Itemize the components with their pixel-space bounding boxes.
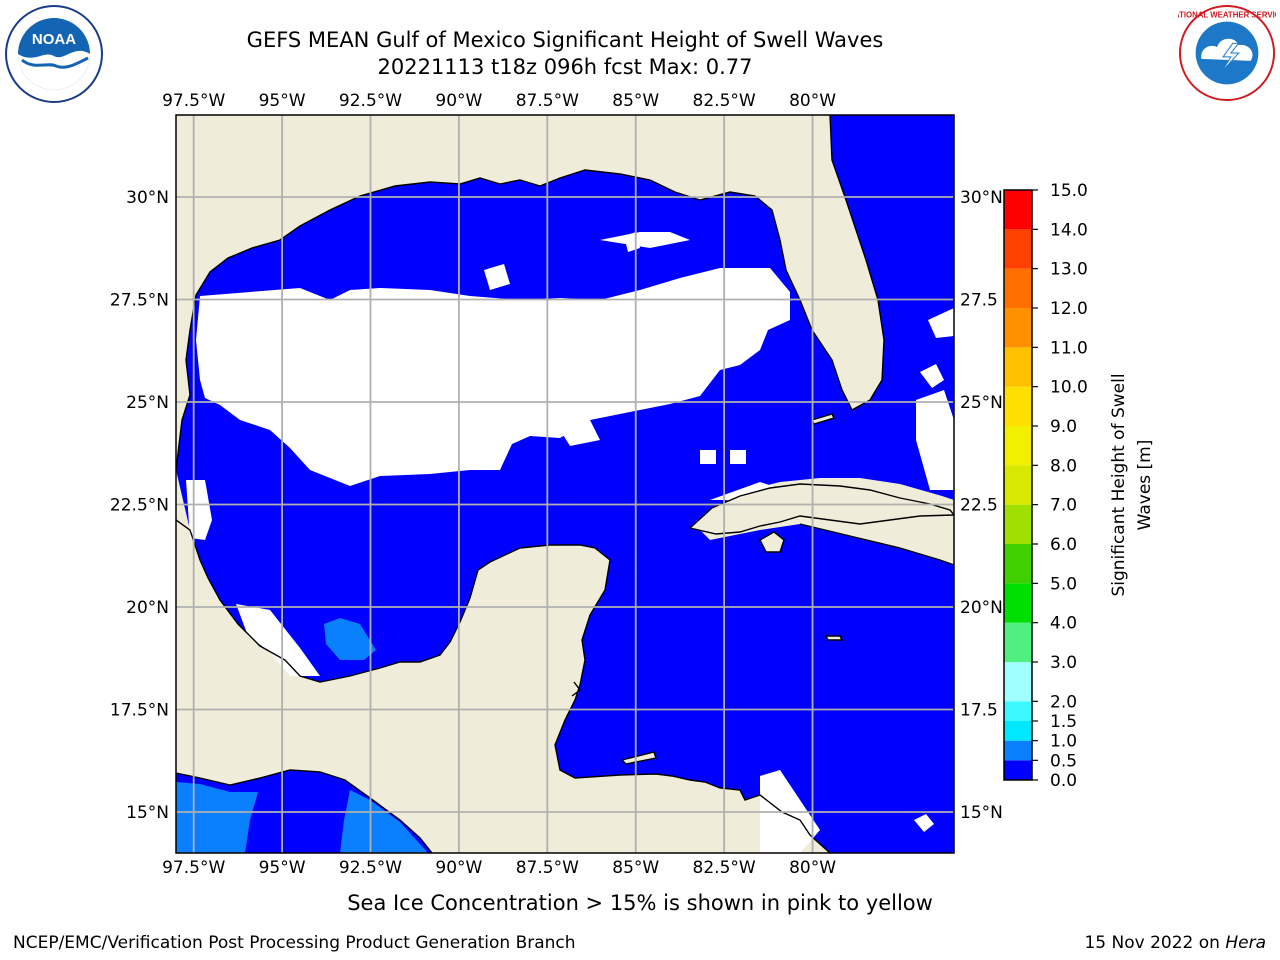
colorbar-tick-label: 12.0 <box>1050 299 1088 319</box>
lat-tick-label: 27.5°N <box>110 291 169 311</box>
colorbar-segment <box>1004 701 1032 721</box>
footer-host: Hera <box>1225 933 1266 953</box>
noaa-logo-text: NOAA <box>32 31 76 48</box>
lon-tick-label: 97.5°W <box>162 858 225 878</box>
colorbar-tick-label: 11.0 <box>1050 338 1088 358</box>
no-data-patches <box>186 232 954 853</box>
map-title: GEFS MEAN Gulf of Mexico Significant Hei… <box>246 28 884 52</box>
colorbar-tick-label: 1.5 <box>1050 712 1077 732</box>
land-florida-keys <box>812 414 834 424</box>
colorbar-segment <box>1004 190 1032 230</box>
colorbar-tick-label: 6.0 <box>1050 535 1077 555</box>
lat-tick-label: 30°N <box>960 188 1003 208</box>
lat-ticks-left: 30°N 27.5°N 25°N 22.5°N 20°N 17.5°N 15°N <box>110 188 169 823</box>
lon-tick-label: 92.5°W <box>339 858 402 878</box>
map-subtitle: 20221113 t18z 096h fcst Max: 0.77 <box>377 55 753 79</box>
lat-tick-label: 25°N <box>960 393 1003 413</box>
colorbar-segment <box>1004 268 1032 308</box>
sea-ice-caption: Sea Ice Concentration > 15% is shown in … <box>347 891 933 915</box>
colorbar-tick-label: 13.0 <box>1050 260 1088 280</box>
swell-field-0.5-1.0m-pacific-east <box>340 790 428 853</box>
lat-tick-label: 22.5 <box>960 496 998 516</box>
swell-field-0.5-1.0m-pacific-west <box>176 782 258 853</box>
graticule <box>176 115 954 853</box>
colorbar-tick-label: 15.0 <box>1050 181 1088 201</box>
colorbar-tick-label: 0.5 <box>1050 751 1077 771</box>
lon-tick-label: 82.5°W <box>693 91 756 111</box>
lat-tick-label: 20°N <box>960 598 1003 618</box>
lat-tick-label: 17.5 <box>960 701 998 721</box>
colorbar-tick-label: 1.0 <box>1050 732 1077 752</box>
colorbar-segment <box>1004 347 1032 387</box>
colorbar-segment <box>1004 721 1032 741</box>
lat-tick-label: 22.5°N <box>110 496 169 516</box>
lat-tick-label: 15°N <box>960 803 1003 823</box>
lat-tick-label: 20°N <box>126 598 169 618</box>
colorbar-segment <box>1004 544 1032 584</box>
colorbar-segment <box>1004 583 1032 623</box>
colorbar-segment <box>1004 622 1032 662</box>
footer-date-text: 15 Nov 2022 on <box>1084 933 1226 953</box>
lon-tick-label: 82.5°W <box>693 858 756 878</box>
colorbar-segment <box>1004 662 1032 702</box>
colorbar: 0.00.51.01.52.0 3.0 4.0 5.0 6.0 7.0 8.0 9.0 10.0… <box>1003 181 1088 791</box>
swell-field-0.5-1.0m-bay-of-campeche <box>324 618 376 660</box>
colorbar-segment <box>1004 426 1032 466</box>
lon-tick-label: 95°W <box>259 858 306 878</box>
colorbar-tick-label: 14.0 <box>1050 220 1088 240</box>
land-cayman <box>826 636 842 640</box>
lon-tick-label: 90°W <box>435 91 482 111</box>
lon-tick-label: 80°W <box>789 858 836 878</box>
colorbar-tick-label: 5.0 <box>1050 574 1077 594</box>
lat-ticks-right: 30°N 27.5 25°N 22.5 20°N 17.5 15°N <box>960 188 1003 823</box>
lon-tick-label: 80°W <box>789 91 836 111</box>
lon-tick-label: 97.5°W <box>162 91 225 111</box>
lon-tick-label: 90°W <box>435 858 482 878</box>
colorbar-tick-label: 9.0 <box>1050 417 1077 437</box>
nws-logo: NATIONAL WEATHER SERVICE <box>1178 4 1276 102</box>
colorbar-segment <box>1004 308 1032 348</box>
colorbar-tick-label: 7.0 <box>1050 496 1077 516</box>
colorbar-tick-label: 8.0 <box>1050 456 1077 476</box>
colorbar-label-line1: Significant Height of Swell <box>1109 373 1129 596</box>
colorbar-tick-label: 2.0 <box>1050 692 1077 712</box>
footer-date: 15 Nov 2022 on Hera <box>1084 931 1266 955</box>
lat-tick-label: 25°N <box>126 393 169 413</box>
svg-text:NATIONAL WEATHER SERVICE: NATIONAL WEATHER SERVICE <box>1178 11 1276 20</box>
lat-tick-label: 30°N <box>126 188 169 208</box>
lon-tick-label: 87.5°W <box>516 858 579 878</box>
lon-ticks-bottom: 97.5°W 95°W 92.5°W 90°W 87.5°W 85°W 82.5°W 80°W <box>162 858 836 878</box>
colorbar-segment <box>1004 760 1032 780</box>
lat-tick-label: 15°N <box>126 803 169 823</box>
colorbar-segment <box>1004 386 1032 426</box>
lat-tick-label: 27.5 <box>960 291 998 311</box>
coastlines <box>176 115 954 853</box>
lon-tick-label: 85°W <box>612 91 659 111</box>
colorbar-segment <box>1004 504 1032 544</box>
lon-ticks-top: 97.5°W 95°W 92.5°W 90°W 87.5°W 85°W 82.5°W 80°W <box>162 91 836 111</box>
colorbar-segment <box>1004 740 1032 761</box>
colorbar-tick-label: 3.0 <box>1050 653 1077 673</box>
lon-tick-label: 85°W <box>612 858 659 878</box>
lon-tick-label: 92.5°W <box>339 91 402 111</box>
lon-tick-label: 87.5°W <box>516 91 579 111</box>
map-frame <box>175 114 955 854</box>
land-cuba <box>690 484 954 534</box>
colorbar-segment <box>1004 229 1032 269</box>
colorbar-frame <box>1003 189 1033 781</box>
noaa-logo: NOAA <box>5 5 103 103</box>
colorbar-tick-label: 4.0 <box>1050 614 1077 634</box>
colorbar-tick-label: 0.0 <box>1050 771 1077 791</box>
colorbar-tick-label: 10.0 <box>1050 378 1088 398</box>
lat-tick-label: 17.5°N <box>110 701 169 721</box>
footer-credit: NCEP/EMC/Verification Post Processing Pr… <box>13 933 576 953</box>
colorbar-label-line2: Waves [m] <box>1135 440 1155 531</box>
lon-tick-label: 95°W <box>259 91 306 111</box>
colorbar-segment <box>1004 465 1032 505</box>
land-swan-islands <box>622 752 656 764</box>
